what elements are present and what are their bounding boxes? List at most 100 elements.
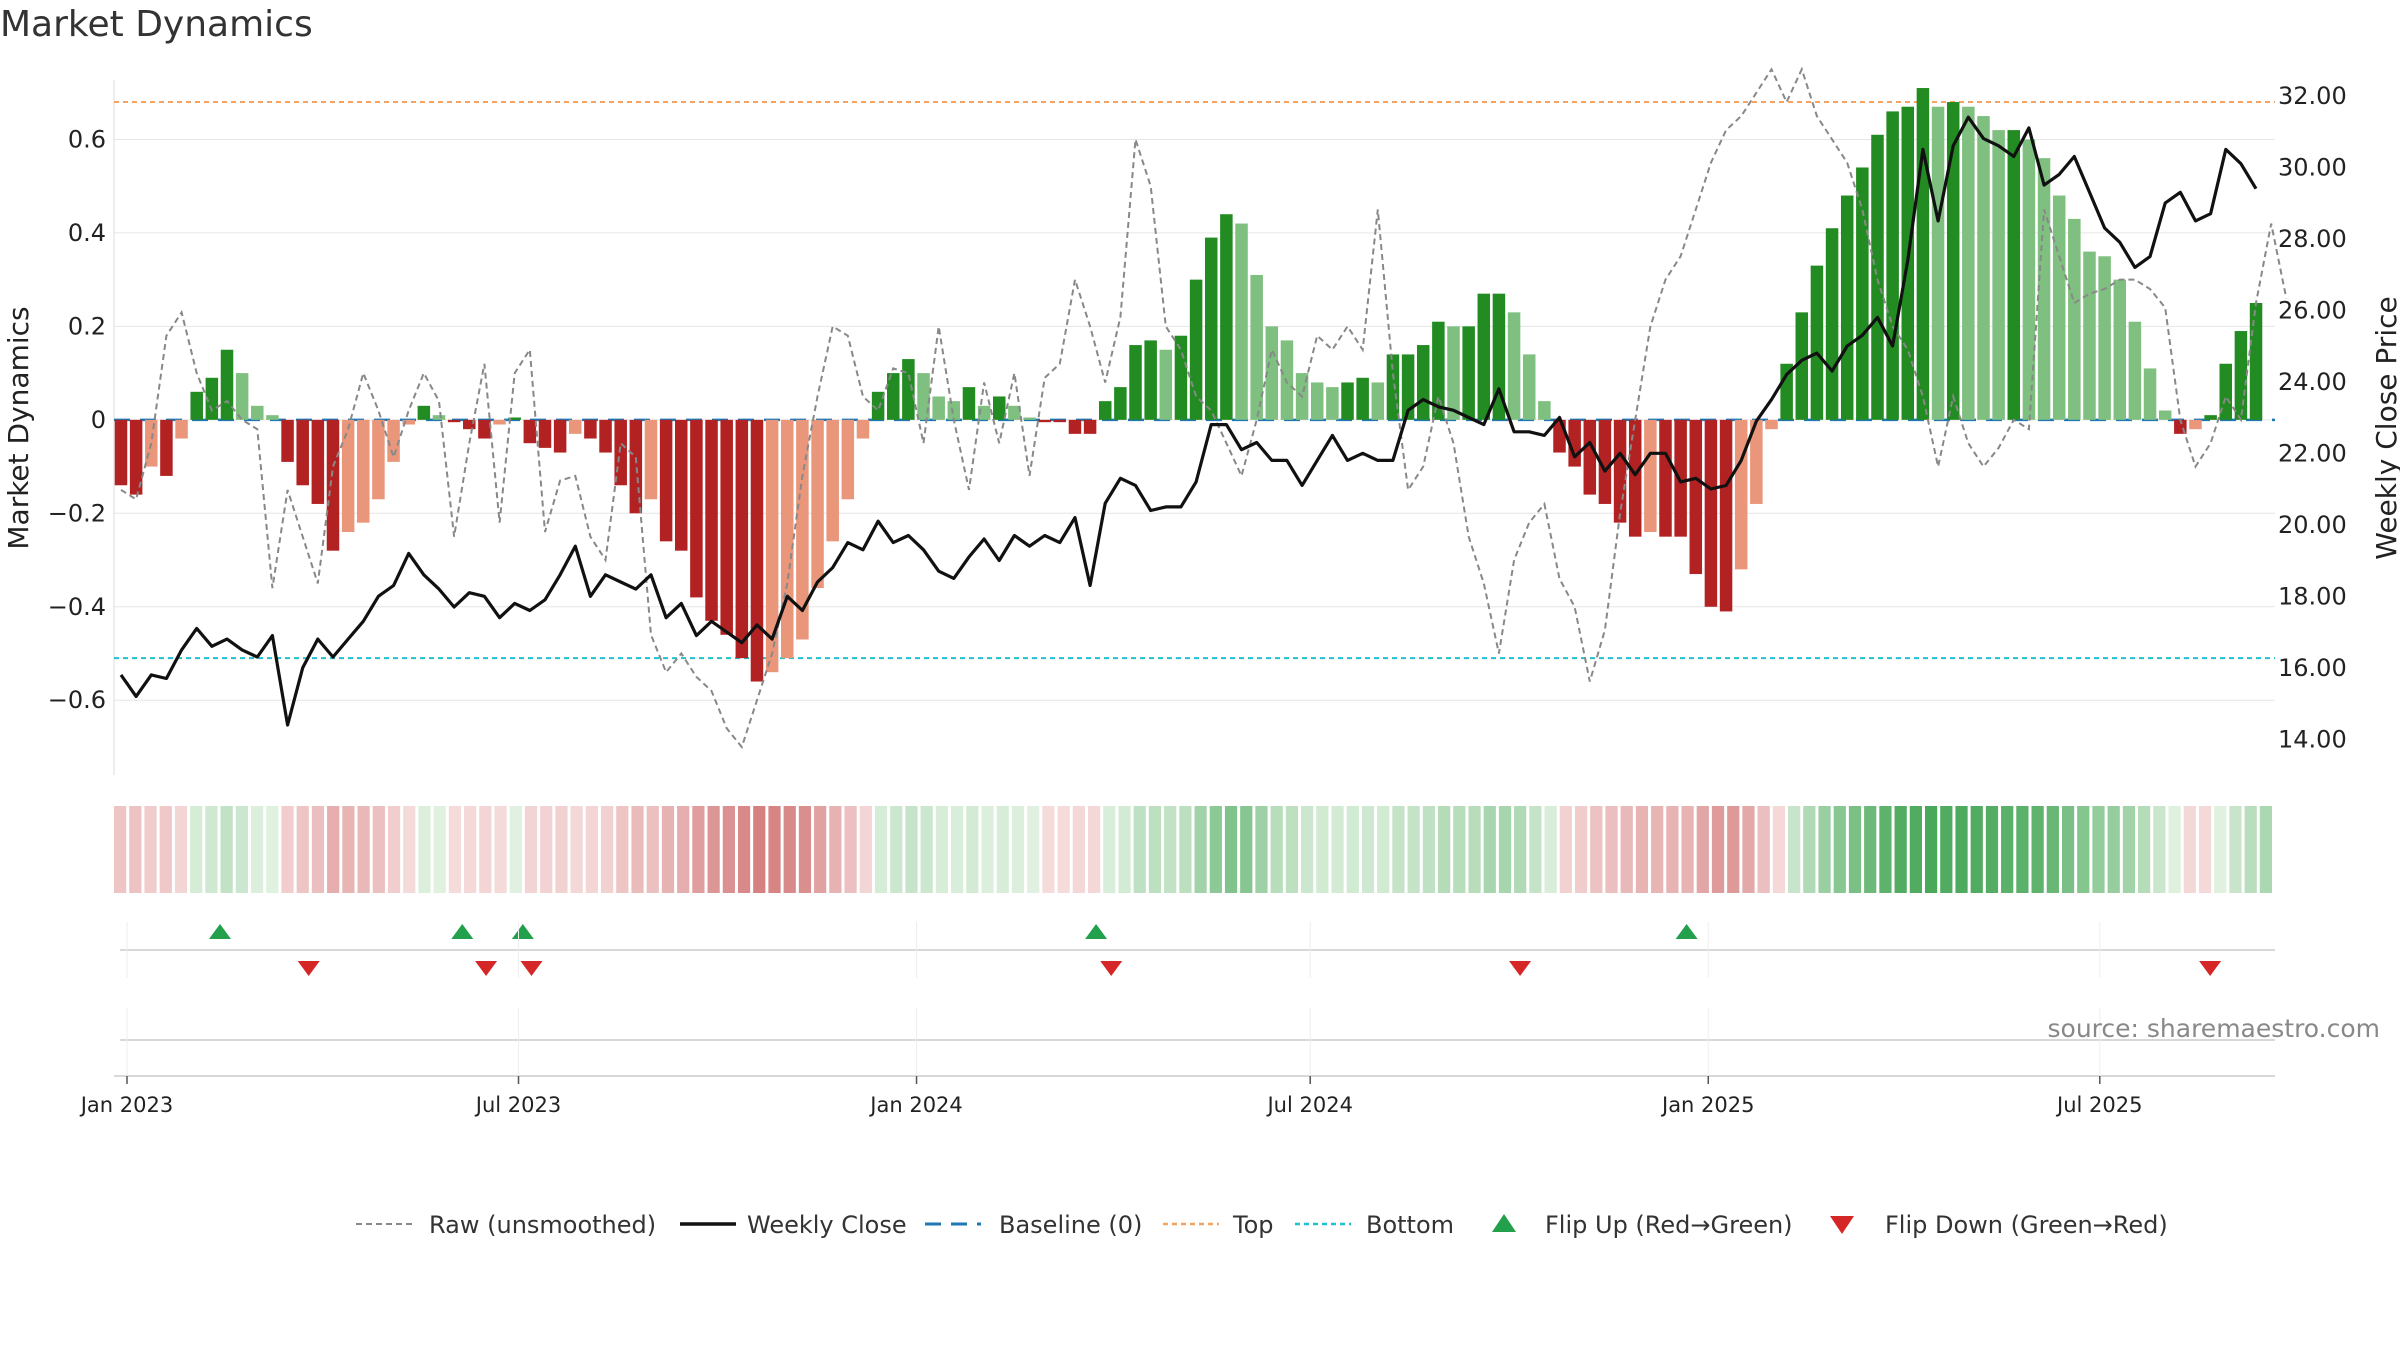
heat-cell <box>783 806 796 893</box>
dynamics-bar <box>523 419 537 444</box>
heat-cell <box>1057 806 1070 893</box>
legend: Raw (unsmoothed) Weekly Close Baseline (0)… <box>356 1211 2168 1239</box>
dynamics-bar <box>1371 382 1385 420</box>
dynamics-bar <box>2037 158 2051 420</box>
dynamics-bar <box>962 387 976 420</box>
heat-cell <box>448 806 462 893</box>
dynamics-bar <box>705 419 718 621</box>
heat-cell <box>1711 806 1725 893</box>
heat-cell <box>372 806 385 893</box>
heat-cell <box>1514 806 1527 893</box>
heat-cell <box>1955 806 1968 893</box>
date-tick-label: Jul 2024 <box>1265 1093 1352 1117</box>
heat-cell <box>920 806 933 893</box>
dynamics-bar <box>1098 401 1112 420</box>
heat-cell <box>1377 806 1390 893</box>
right-tick-label: 16.00 <box>2278 654 2347 682</box>
heat-cell <box>1072 806 1085 893</box>
heat-cell <box>2077 806 2090 893</box>
dynamics-bar <box>750 419 764 682</box>
heat-cell <box>2183 806 2196 893</box>
heat-cell <box>874 806 888 893</box>
dynamics-bar <box>826 419 839 542</box>
heat-cell <box>1498 806 1512 893</box>
heat-cell <box>1559 806 1572 893</box>
dynamics-bar <box>2219 363 2233 420</box>
heat-cell <box>1757 806 1770 893</box>
dynamics-bar <box>2158 410 2172 420</box>
heat-cell <box>677 806 690 893</box>
heat-cell <box>600 806 614 893</box>
heat-cell <box>1042 806 1055 893</box>
heat-cell <box>1772 806 1786 893</box>
dynamics-bar <box>175 419 188 439</box>
dynamics-bar <box>114 419 128 486</box>
flip-up-marker <box>1085 924 1108 939</box>
dynamics-bar <box>478 419 491 439</box>
heat-cell <box>1103 806 1116 893</box>
heat-cell <box>1666 806 1679 893</box>
dynamics-bar <box>569 419 582 434</box>
dynamics-bar <box>1704 419 1718 607</box>
flip-up-marker <box>208 924 231 939</box>
dynamics-bar <box>1235 223 1248 420</box>
dynamics-bar <box>387 419 400 462</box>
heat-cell <box>250 806 264 893</box>
heat-cell <box>1970 806 1983 893</box>
dynamics-bars <box>114 88 2263 682</box>
heat-cell <box>1985 806 1999 893</box>
dynamics-bar <box>1765 419 1778 430</box>
dynamics-bar <box>1992 130 2005 420</box>
legend-label-down: Flip Down (Green→Red) <box>1885 1211 2168 1239</box>
legend-label-up: Flip Up (Red→Green) <box>1545 1211 1793 1239</box>
heat-cell <box>479 806 492 893</box>
dynamics-bar <box>357 419 370 523</box>
heat-cell <box>2229 806 2242 893</box>
dynamics-bar <box>2083 251 2096 420</box>
heat-strip <box>114 806 2272 893</box>
heat-cell <box>631 806 644 893</box>
heat-cell <box>1194 806 1207 893</box>
heat-cell <box>418 806 431 893</box>
dynamics-bar <box>871 391 885 420</box>
heat-cell <box>1833 806 1846 893</box>
left-tick-label: 0.2 <box>68 312 106 340</box>
heat-cell <box>616 806 629 893</box>
dynamics-bar <box>1023 417 1036 420</box>
dynamics-bar <box>856 419 870 439</box>
heat-cell <box>1879 806 1892 893</box>
heat-cell <box>205 806 218 893</box>
heat-cell <box>1011 806 1025 893</box>
heat-cell <box>1240 806 1253 893</box>
heat-cell <box>281 806 294 893</box>
dynamics-bar <box>1946 102 1960 420</box>
legend-flip-up-swatch <box>1492 1214 1516 1232</box>
close-line <box>119 115 2258 727</box>
heat-cell <box>1270 806 1283 893</box>
heat-cell <box>585 806 598 893</box>
heat-cell <box>1848 806 1862 893</box>
flip-down-marker <box>2199 961 2222 976</box>
dynamics-bar <box>1265 326 1279 420</box>
date-tick-label: Jul 2025 <box>2055 1093 2142 1117</box>
dynamics-bar <box>326 419 340 551</box>
heat-cell <box>844 806 857 893</box>
heat-cell <box>1529 806 1542 893</box>
dynamics-bar <box>584 419 597 439</box>
heat-cell <box>1301 806 1314 893</box>
heat-cell <box>737 806 751 893</box>
close-line-layer <box>119 115 2258 727</box>
dynamics-bar <box>1492 293 1506 420</box>
heat-cell <box>494 806 507 893</box>
heat-cell <box>1224 806 1238 893</box>
dynamics-bar <box>1416 345 1430 420</box>
heat-cell <box>2031 806 2044 893</box>
right-axis-title: Weekly Close Price <box>2370 296 2400 559</box>
dynamics-bar <box>2052 195 2066 420</box>
heat-cell <box>570 806 583 893</box>
heat-cell <box>2244 806 2257 893</box>
heat-cell <box>2001 806 2014 893</box>
legend-label-raw: Raw (unsmoothed) <box>429 1211 656 1239</box>
dynamics-bar <box>720 419 733 635</box>
dynamics-bar <box>2143 368 2157 420</box>
